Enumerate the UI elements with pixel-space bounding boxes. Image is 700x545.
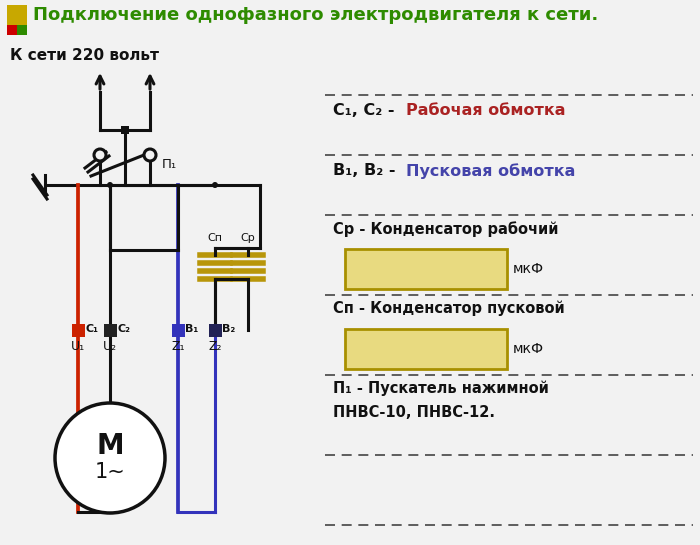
Circle shape — [144, 149, 156, 161]
Text: М: М — [96, 432, 124, 460]
Circle shape — [107, 182, 113, 188]
Circle shape — [55, 403, 165, 513]
Bar — [345, 249, 507, 289]
Bar — [104, 324, 117, 337]
Text: мкФ: мкФ — [513, 262, 544, 276]
Text: Сп: Сп — [207, 233, 223, 243]
Text: Ср - Конденсатор рабочий: Ср - Конденсатор рабочий — [333, 221, 559, 237]
Bar — [209, 324, 222, 337]
Text: ПНВС-10, ПНВС-12.: ПНВС-10, ПНВС-12. — [333, 405, 495, 420]
Text: В₁, В₂ -: В₁, В₂ - — [333, 163, 401, 178]
Text: Ср: Ср — [241, 233, 256, 243]
Bar — [17, 25, 27, 35]
Text: 1~: 1~ — [94, 462, 125, 482]
Text: Сп - Конденсатор пусковой: Сп - Конденсатор пусковой — [333, 301, 565, 317]
Circle shape — [212, 182, 218, 188]
Text: П₁: П₁ — [162, 159, 177, 172]
Bar — [121, 126, 129, 134]
Bar — [7, 25, 17, 35]
Text: Z₂: Z₂ — [209, 340, 222, 353]
Bar — [7, 5, 27, 25]
Text: С₂: С₂ — [117, 324, 130, 334]
Text: С₁: С₁ — [85, 324, 98, 334]
Text: U₂: U₂ — [103, 340, 117, 353]
Text: К сети 220 вольт: К сети 220 вольт — [10, 48, 159, 63]
Text: U₁: U₁ — [71, 340, 85, 353]
Bar — [72, 324, 85, 337]
Text: В₂: В₂ — [222, 324, 235, 334]
Text: Рабочая обмотка: Рабочая обмотка — [406, 103, 566, 118]
Text: В₁: В₁ — [185, 324, 198, 334]
Text: Подключение однофазного электродвигателя к сети.: Подключение однофазного электродвигателя… — [33, 6, 598, 24]
Circle shape — [94, 149, 106, 161]
Text: П₁ - Пускатель нажимной: П₁ - Пускатель нажимной — [333, 381, 549, 397]
Bar — [345, 329, 507, 369]
Text: Пусковая обмотка: Пусковая обмотка — [406, 163, 575, 179]
Bar — [172, 324, 185, 337]
Text: Z₁: Z₁ — [172, 340, 185, 353]
Text: мкФ: мкФ — [513, 342, 544, 356]
Text: С₁, С₂ -: С₁, С₂ - — [333, 103, 400, 118]
